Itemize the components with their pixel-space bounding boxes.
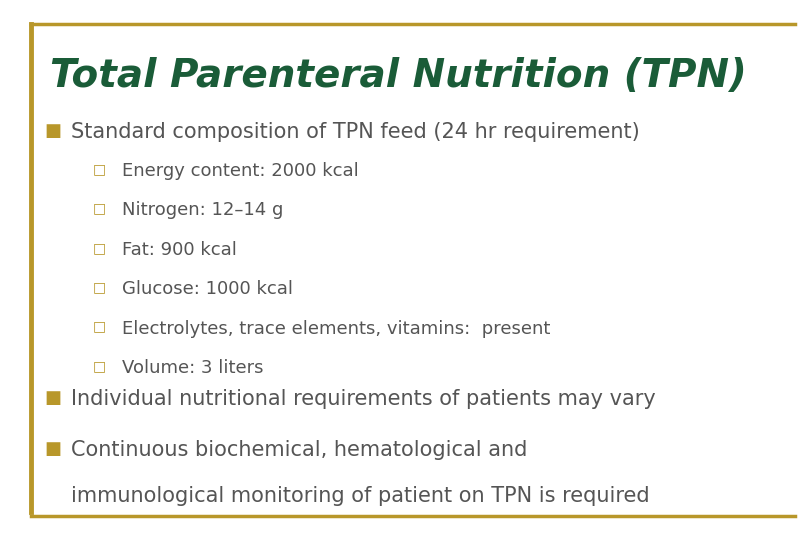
Text: Electrolytes, trace elements, vitamins:  present: Electrolytes, trace elements, vitamins: … bbox=[122, 320, 550, 338]
Text: □: □ bbox=[93, 359, 106, 373]
Text: Nitrogen: 12–14 g: Nitrogen: 12–14 g bbox=[122, 201, 283, 219]
Text: Individual nutritional requirements of patients may vary: Individual nutritional requirements of p… bbox=[71, 389, 656, 409]
Text: immunological monitoring of patient on TPN is required: immunological monitoring of patient on T… bbox=[71, 486, 650, 506]
Text: Total Parenteral Nutrition (TPN): Total Parenteral Nutrition (TPN) bbox=[50, 57, 747, 94]
Text: Standard composition of TPN feed (24 hr requirement): Standard composition of TPN feed (24 hr … bbox=[71, 122, 640, 141]
Text: □: □ bbox=[93, 162, 106, 176]
Text: ■: ■ bbox=[45, 440, 62, 458]
Text: Continuous biochemical, hematological and: Continuous biochemical, hematological an… bbox=[71, 440, 527, 460]
Text: □: □ bbox=[93, 280, 106, 294]
Text: □: □ bbox=[93, 201, 106, 215]
Text: Volume: 3 liters: Volume: 3 liters bbox=[122, 359, 263, 377]
Text: □: □ bbox=[93, 320, 106, 334]
Text: Glucose: 1000 kcal: Glucose: 1000 kcal bbox=[122, 280, 292, 298]
Text: Fat: 900 kcal: Fat: 900 kcal bbox=[122, 241, 237, 259]
Text: □: □ bbox=[93, 241, 106, 255]
Text: ■: ■ bbox=[45, 122, 62, 139]
Text: ■: ■ bbox=[45, 389, 62, 407]
Text: Energy content: 2000 kcal: Energy content: 2000 kcal bbox=[122, 162, 358, 180]
